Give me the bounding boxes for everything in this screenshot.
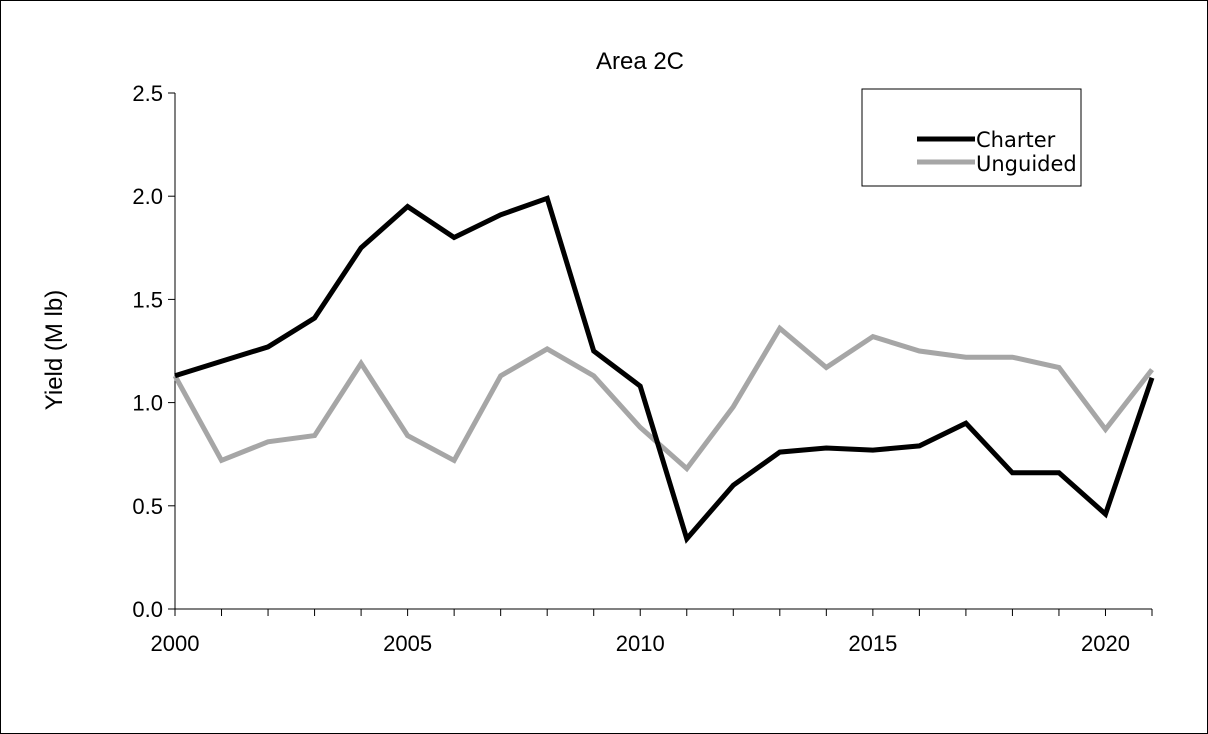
y-tick-label: 2.5 [132,81,163,106]
legend: Charter Unguided [861,88,1082,187]
axes [168,92,1153,616]
x-tick-labels: 2000 2005 2010 2015 2020 [151,631,1130,656]
y-tick-label: 2.0 [132,184,163,209]
y-tick-label: 0.0 [132,597,163,622]
legend-label-unguided: Unguided [976,152,1077,176]
series-lines [172,195,1155,544]
x-tick-label: 2015 [848,631,897,656]
y-tick-labels: 0.0 0.5 1.0 1.5 2.0 2.5 [132,81,163,622]
legend-label-charter: Charter [976,128,1056,152]
chart-title: Area 2C [596,48,684,75]
x-tick-label: 2010 [616,631,665,656]
x-tick-label: 2005 [383,631,432,656]
y-axis-title: Yield (M lb) [41,290,68,410]
y-tick-label: 0.5 [132,494,163,519]
x-tick-label: 2020 [1081,631,1130,656]
series-line-unguided [172,324,1154,473]
y-tick-label: 1.5 [132,287,163,312]
y-tick-label: 1.0 [132,391,163,416]
series-line-charter [174,195,1155,544]
x-tick-label: 2000 [151,631,200,656]
